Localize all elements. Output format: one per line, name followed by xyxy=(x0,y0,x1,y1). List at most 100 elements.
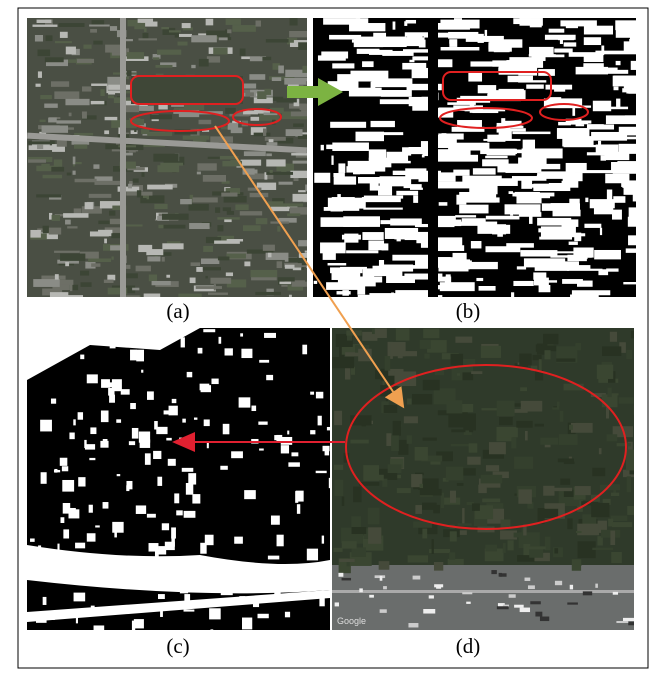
texture-patch xyxy=(90,427,96,434)
texture-patch xyxy=(217,225,223,231)
texture-patch xyxy=(65,262,69,266)
texture-patch xyxy=(334,480,343,496)
vehicle xyxy=(514,605,524,608)
texture-patch xyxy=(473,168,496,174)
texture-patch xyxy=(196,286,222,289)
texture-patch xyxy=(89,458,95,460)
texture-patch xyxy=(569,199,579,208)
texture-patch xyxy=(154,204,167,209)
texture-patch xyxy=(405,32,431,36)
texture-patch xyxy=(379,260,384,266)
texture-patch xyxy=(382,243,389,250)
texture-patch xyxy=(626,456,638,470)
texture-patch xyxy=(314,281,317,284)
panel-label: (c) xyxy=(166,634,189,658)
texture-patch xyxy=(540,438,558,445)
texture-patch xyxy=(602,346,621,356)
texture-patch xyxy=(363,465,379,481)
texture-patch xyxy=(89,25,110,27)
texture-patch xyxy=(535,424,544,427)
vehicle xyxy=(335,602,339,606)
texture-patch xyxy=(227,211,234,215)
texture-patch xyxy=(290,18,298,25)
texture-patch xyxy=(478,85,496,93)
texture-patch xyxy=(145,453,151,464)
texture-patch xyxy=(198,348,203,354)
texture-patch xyxy=(141,370,143,373)
texture-patch xyxy=(62,466,68,471)
texture-patch xyxy=(557,402,560,410)
texture-patch xyxy=(329,35,361,40)
texture-patch xyxy=(186,483,193,495)
texture-patch xyxy=(625,115,651,123)
texture-patch xyxy=(334,465,343,470)
vehicle xyxy=(499,573,502,577)
texture-patch xyxy=(134,53,144,58)
texture-patch xyxy=(577,524,599,536)
texture-patch xyxy=(91,263,100,266)
texture-patch xyxy=(481,346,501,358)
vehicle xyxy=(497,606,509,609)
texture-patch xyxy=(615,20,651,30)
texture-patch xyxy=(108,388,114,396)
texture-patch xyxy=(59,23,85,27)
texture-patch xyxy=(89,505,93,513)
texture-patch xyxy=(593,101,611,112)
texture-patch xyxy=(93,164,99,168)
texture-patch xyxy=(413,195,418,203)
texture-patch xyxy=(65,220,71,225)
texture-patch xyxy=(499,417,513,425)
texture-patch xyxy=(526,546,546,549)
texture-patch xyxy=(543,486,554,496)
texture-patch xyxy=(433,505,440,513)
texture-patch xyxy=(43,175,63,178)
texture-patch xyxy=(105,117,118,120)
texture-patch xyxy=(517,266,526,269)
texture-patch xyxy=(310,430,315,434)
texture-patch xyxy=(265,137,286,141)
texture-patch xyxy=(583,63,603,69)
texture-patch xyxy=(251,406,256,411)
texture-patch xyxy=(373,266,403,276)
texture-patch xyxy=(201,258,219,264)
texture-patch xyxy=(369,293,411,301)
texture-patch xyxy=(56,120,81,123)
texture-patch xyxy=(476,278,483,281)
texture-patch xyxy=(327,427,330,430)
texture-patch xyxy=(368,527,381,544)
texture-patch xyxy=(523,140,535,150)
texture-patch xyxy=(437,153,468,156)
texture-patch xyxy=(168,459,176,466)
texture-patch xyxy=(536,344,538,351)
texture-patch xyxy=(300,104,310,110)
texture-patch xyxy=(551,203,572,210)
texture-patch xyxy=(141,198,146,202)
texture-patch xyxy=(281,445,289,453)
texture-patch xyxy=(471,371,482,374)
texture-patch xyxy=(181,337,185,347)
texture-patch xyxy=(241,160,262,166)
texture-patch xyxy=(250,57,263,62)
texture-patch xyxy=(290,171,314,178)
texture-patch xyxy=(279,282,291,284)
texture-patch xyxy=(384,405,398,413)
texture-patch xyxy=(223,424,230,434)
texture-patch xyxy=(224,219,231,222)
texture-patch xyxy=(296,491,304,502)
texture-patch xyxy=(451,354,464,366)
texture-patch xyxy=(322,536,324,544)
texture-patch xyxy=(499,129,512,139)
texture-patch xyxy=(407,435,412,444)
texture-patch xyxy=(412,394,432,404)
texture-patch xyxy=(576,531,582,533)
texture-patch xyxy=(307,549,318,561)
texture-patch xyxy=(462,359,475,365)
texture-patch xyxy=(134,130,136,132)
texture-patch xyxy=(219,337,222,344)
texture-patch xyxy=(224,196,247,203)
texture-patch xyxy=(351,547,366,557)
texture-patch xyxy=(153,57,159,60)
texture-patch xyxy=(210,278,231,284)
texture-patch xyxy=(28,159,46,162)
texture-patch xyxy=(227,29,231,33)
